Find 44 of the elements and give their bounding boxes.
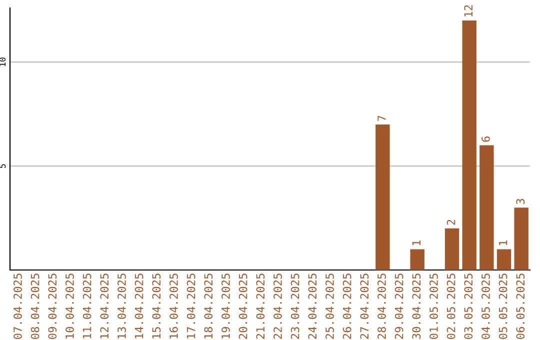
x-tick-label: 01.05.2025 bbox=[430, 274, 438, 339]
x-tick-label: 09.04.2025 bbox=[48, 274, 57, 339]
bar bbox=[444, 228, 460, 270]
x-tick-label: 14.04.2025 bbox=[134, 274, 144, 338]
bar bbox=[480, 145, 494, 270]
x-tick-label: 12.04.2025 bbox=[100, 274, 109, 338]
x-tick-label: 25.04.2025 bbox=[326, 274, 334, 339]
bar bbox=[376, 124, 390, 270]
x-tick-label: 20.04.2025 bbox=[238, 274, 248, 339]
x-tick-label: 30.04.2025 bbox=[412, 274, 421, 339]
x-tick-label: 23.04.2025 bbox=[290, 274, 300, 339]
bar bbox=[514, 208, 528, 270]
x-tick-label: 06.05.2025 bbox=[516, 274, 525, 339]
bar bbox=[496, 249, 512, 270]
x-tick-label: 29.04.2025 bbox=[394, 274, 404, 339]
x-tick-label: 24.04.2025 bbox=[308, 274, 317, 339]
x-tick-label: 02.05.2025 bbox=[446, 274, 456, 339]
x-tick-label: 04.05.2025 bbox=[482, 274, 490, 339]
data-label: 6 bbox=[482, 136, 490, 142]
x-tick-label: 21.04.2025 bbox=[256, 274, 265, 339]
x-tick-label: 16.04.2025 bbox=[170, 274, 178, 338]
x-tick-label: 28.04.2025 bbox=[378, 274, 386, 339]
x-tick-label: 27.04.2025 bbox=[360, 274, 369, 339]
bar bbox=[410, 249, 424, 270]
x-tick-label: 05.05.2025 bbox=[498, 274, 508, 339]
data-label: 7 bbox=[378, 116, 386, 121]
x-tick-label: 15.04.2025 bbox=[152, 274, 161, 338]
data-label: 3 bbox=[516, 198, 525, 204]
x-tick-label: 10.04.2025 bbox=[66, 274, 74, 338]
x-tick-label: 19.04.2025 bbox=[222, 274, 230, 338]
x-tick-label: 18.04.2025 bbox=[204, 274, 213, 338]
x-tick-label: 26.04.2025 bbox=[342, 274, 352, 339]
data-label: 12 bbox=[464, 5, 472, 16]
data-label: 1 bbox=[498, 240, 508, 246]
x-tick-label: 22.04.2025 bbox=[274, 274, 282, 339]
data-label: 2 bbox=[446, 220, 456, 225]
x-tick-label: 13.04.2025 bbox=[118, 274, 126, 338]
data-label: 1 bbox=[412, 240, 420, 246]
x-tick-label: 11.04.2025 bbox=[82, 274, 92, 338]
x-tick-label: 03.05.2025 bbox=[464, 274, 473, 339]
x-tick-label: 17.04.2025 bbox=[186, 274, 196, 338]
x-tick-label: 07.04.2025 bbox=[14, 274, 22, 339]
x-tick-label: 08.04.2025 bbox=[30, 274, 40, 339]
bar bbox=[462, 20, 476, 270]
